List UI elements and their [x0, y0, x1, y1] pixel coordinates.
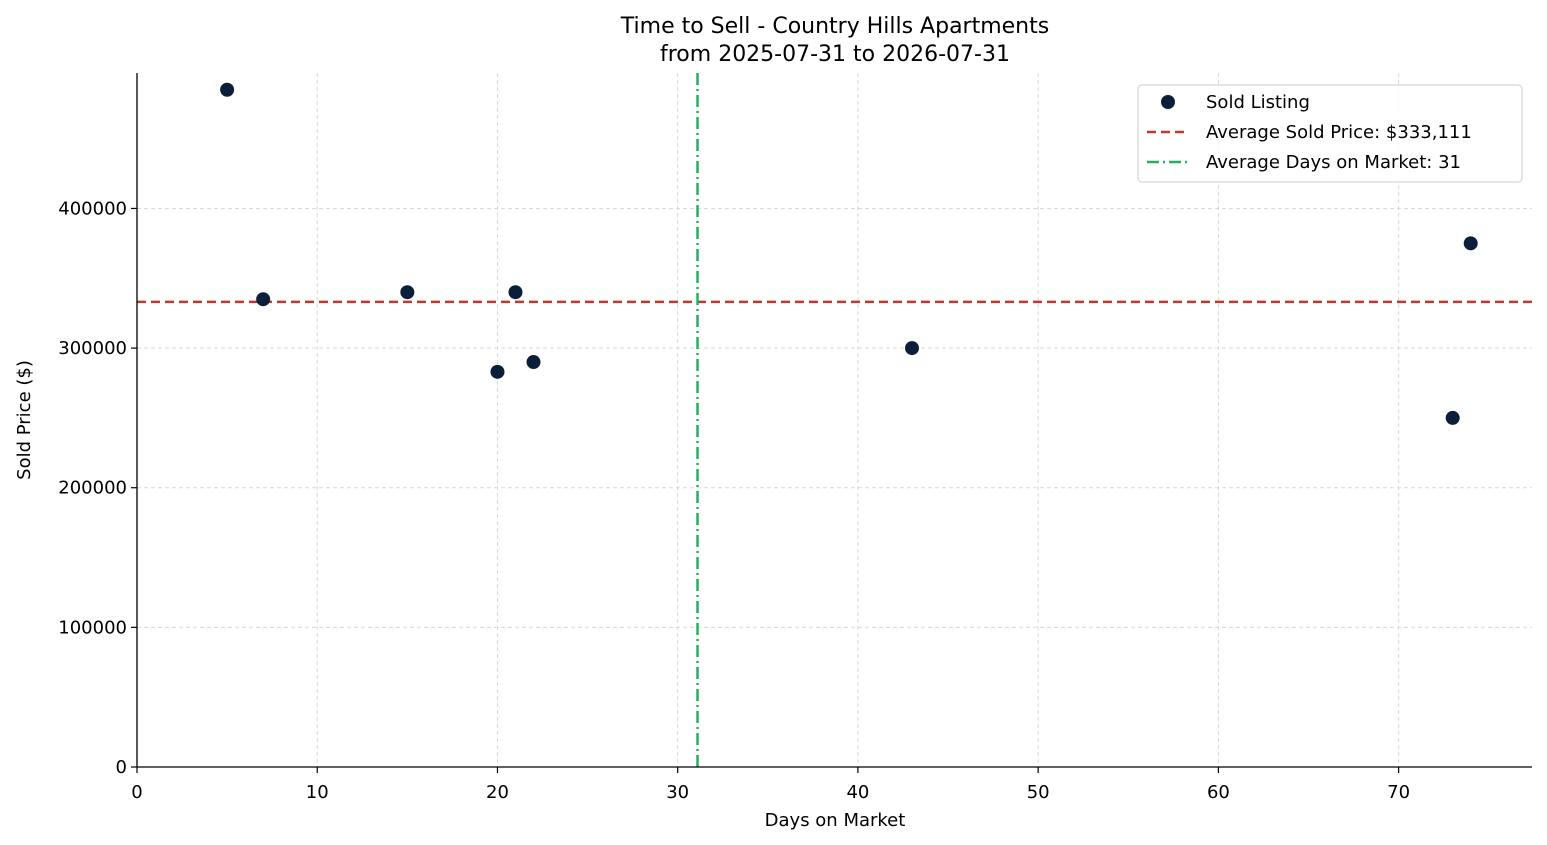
x-tick-label: 10: [306, 782, 329, 803]
y-tick-label: 400000: [58, 198, 127, 219]
legend-label-average-price: Average Sold Price: $333,111: [1206, 122, 1472, 143]
sold-listing-point: [905, 341, 919, 355]
sold-listing-point: [256, 292, 270, 306]
y-axis-ticks: 0 100000 200000 300000 400000: [58, 198, 137, 778]
y-tick-label: 200000: [58, 478, 127, 499]
sold-listing-point: [220, 83, 234, 97]
sold-listing-point: [1464, 236, 1478, 250]
x-axis-label: Days on Market: [765, 810, 906, 831]
sold-listing-point: [490, 365, 504, 379]
y-tick-label: 100000: [58, 617, 127, 638]
sold-listing-point: [527, 355, 541, 369]
legend-marker-sold-listing: [1161, 95, 1175, 109]
chart-subtitle: from 2025-07-31 to 2026-07-31: [660, 42, 1010, 67]
sold-listing-point: [508, 285, 522, 299]
x-axis-ticks: 0 10 20 30 40 50 60 70: [131, 767, 1410, 803]
x-tick-label: 40: [846, 782, 869, 803]
y-tick-label: 0: [116, 757, 127, 778]
x-tick-label: 30: [666, 782, 689, 803]
x-tick-label: 0: [131, 782, 142, 803]
x-tick-label: 60: [1207, 782, 1230, 803]
legend-label-average-days: Average Days on Market: 31: [1206, 152, 1461, 173]
legend-label-sold-listing: Sold Listing: [1206, 92, 1310, 113]
x-tick-label: 50: [1027, 782, 1050, 803]
x-tick-label: 70: [1387, 782, 1410, 803]
sold-listing-point: [400, 285, 414, 299]
legend: Sold Listing Average Sold Price: $333,11…: [1138, 85, 1522, 182]
y-axis-label: Sold Price ($): [14, 360, 35, 480]
x-tick-label: 20: [486, 782, 509, 803]
chart-title: Time to Sell - Country Hills Apartments: [620, 14, 1049, 39]
y-tick-label: 300000: [58, 338, 127, 359]
sold-listing-point: [1446, 411, 1460, 425]
